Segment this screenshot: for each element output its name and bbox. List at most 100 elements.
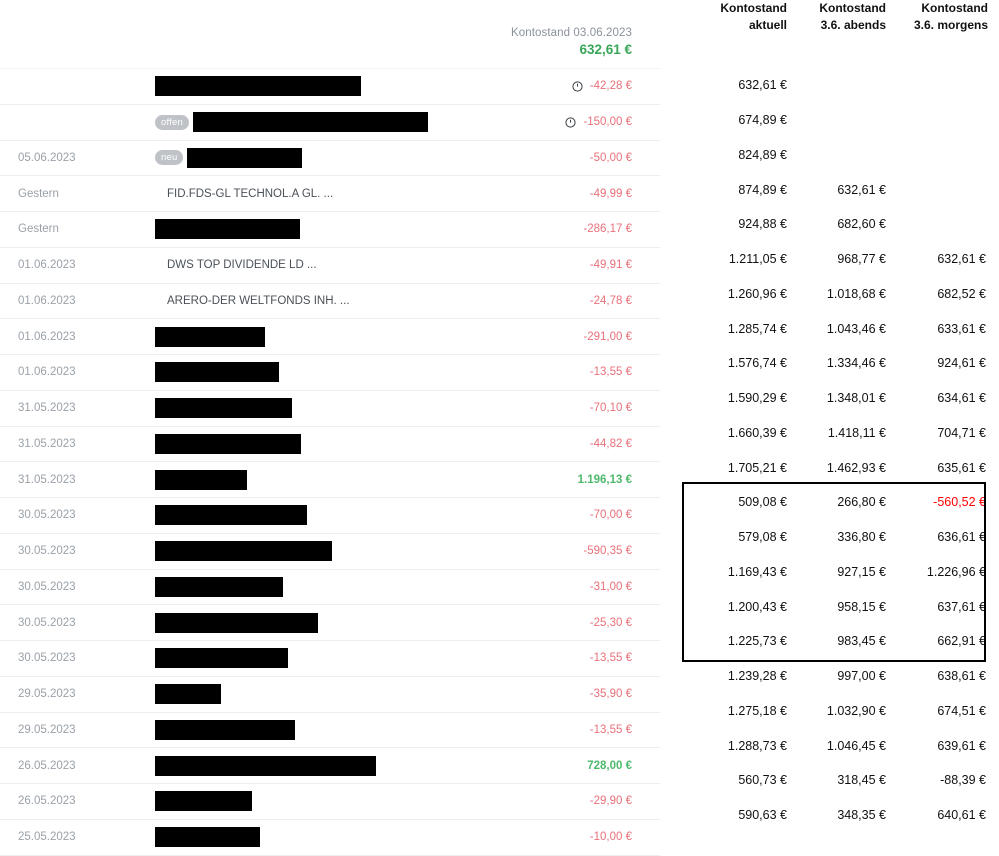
balance-current: 674,89 € (738, 113, 787, 128)
table-row[interactable]: 26.05.2023 728,00 € (0, 748, 660, 784)
transaction-description (155, 791, 252, 812)
transaction-rows: -42,28 € offen -150,00 € 05.06.2023 neu -50,0… (0, 68, 660, 856)
transaction-date: 31.05.2023 (18, 402, 76, 415)
table-row[interactable]: 01.06.2023 DWS TOP DIVIDENDE LD ... -49,91… (0, 248, 660, 284)
transaction-amount: -590,35 € (583, 545, 632, 558)
balance-current: 824,89 € (738, 147, 787, 162)
table-row[interactable]: 31.05.2023 -44,82 € (0, 427, 660, 463)
transaction-date: 26.05.2023 (18, 795, 76, 808)
transaction-date: 31.05.2023 (18, 437, 76, 450)
transaction-amount-cell: -31,00 € (590, 581, 632, 593)
transaction-amount-cell: -150,00 € (565, 116, 632, 128)
balance-current: 1.200,43 € (727, 599, 787, 614)
balance-row: 560,73 € 318,45 € -88,39 € (660, 763, 999, 798)
table-row[interactable]: -42,28 € (0, 68, 660, 105)
transaction-amount-cell: 728,00 € (587, 760, 632, 772)
table-row[interactable]: 05.06.2023 neu -50,00 € (0, 141, 660, 177)
table-row[interactable]: 31.05.2023 1.196,13 € (0, 462, 660, 498)
redacted-description-bar (155, 362, 279, 383)
transaction-amount-cell: -42,28 € (572, 80, 632, 92)
transaction-amount-cell: -70,10 € (590, 402, 632, 414)
transaction-date: 31.05.2023 (18, 473, 76, 486)
transaction-description (155, 469, 247, 490)
table-row[interactable]: 30.05.2023 -25,30 € (0, 605, 660, 641)
balance-evening: 632,61 € (837, 182, 886, 197)
transaction-amount-cell: -70,00 € (590, 509, 632, 521)
balance-columns-header: Kontostand aktuell Kontostand 3.6. abend… (660, 0, 999, 40)
transaction-description: offen (155, 112, 428, 133)
transaction-description (155, 76, 361, 97)
balance-evening: 997,00 € (837, 669, 886, 684)
balance-row: 874,89 € 632,61 € (660, 172, 999, 207)
column-header-kontostand-abends: Kontostand 3.6. abends (786, 0, 886, 33)
transaction-amount: -24,78 € (589, 294, 632, 307)
balance-morning: 635,61 € (937, 460, 986, 475)
table-row[interactable]: 26.05.2023 -29,90 € (0, 784, 660, 820)
table-row[interactable]: 29.05.2023 -13,55 € (0, 713, 660, 749)
table-row[interactable]: Gestern -286,17 € (0, 212, 660, 248)
balance-current: 1.285,74 € (727, 321, 787, 336)
balance-morning: 632,61 € (937, 252, 986, 267)
redacted-description-bar (155, 791, 252, 812)
transaction-date: 30.05.2023 (18, 652, 76, 665)
table-row[interactable]: 29.05.2023 -35,90 € (0, 677, 660, 713)
balance-row: 824,89 € (660, 138, 999, 173)
account-balance-summary: Kontostand 03.06.2023 632,61 € (511, 26, 632, 59)
balance-row: 1.200,43 € 958,15 € 637,61 € (660, 589, 999, 624)
redacted-description-bar (155, 612, 318, 633)
column-header-line2: aktuell (748, 17, 787, 32)
transaction-description (155, 326, 265, 347)
balance-rows: 632,61 € 674,89 € 824,89 € 874,89 € 632,61 €… (660, 68, 999, 833)
transaction-amount-cell: -35,90 € (590, 688, 632, 700)
transaction-amount-cell: -50,00 € (590, 152, 632, 164)
balance-date-label: Kontostand 03.06.2023 (510, 27, 632, 39)
table-row[interactable]: 30.05.2023 -31,00 € (0, 570, 660, 606)
balance-current: 1.660,39 € (727, 425, 787, 440)
balance-row: 1.275,18 € 1.032,90 € 674,51 € (660, 694, 999, 729)
transaction-description (155, 719, 295, 740)
balance-current: 924,88 € (738, 217, 787, 232)
transaction-amount-cell: -25,30 € (590, 617, 632, 629)
table-row[interactable]: 25.05.2023 -10,00 € (0, 820, 660, 856)
table-row[interactable]: 30.05.2023 -590,35 € (0, 534, 660, 570)
transaction-amount-cell: -10,00 € (590, 831, 632, 843)
status-badge-neu: neu (155, 150, 184, 166)
transaction-amount: -35,90 € (589, 688, 632, 701)
column-header-line1: Kontostand (720, 1, 787, 15)
redacted-description-bar (192, 112, 428, 133)
balance-evening: 336,80 € (837, 530, 886, 545)
table-row[interactable]: 01.06.2023 -291,00 € (0, 319, 660, 355)
balance-current: 1.211,05 € (728, 252, 787, 267)
transaction-amount-cell: -29,90 € (590, 795, 632, 807)
redacted-description-bar (155, 398, 292, 419)
balance-evening: 983,45 € (837, 634, 886, 649)
table-row[interactable]: 30.05.2023 -70,00 € (0, 498, 660, 534)
table-row[interactable]: 31.05.2023 -70,10 € (0, 391, 660, 427)
column-header-line1: Kontostand (819, 1, 886, 15)
balance-current: 1.169,43 € (727, 564, 787, 579)
transaction-amount: -42,28 € (589, 80, 632, 93)
transaction-date: 30.05.2023 (18, 616, 76, 629)
transaction-amount-cell: -24,78 € (590, 295, 632, 307)
redacted-description-bar (155, 684, 221, 705)
balance-row: 1.239,28 € 997,00 € 638,61 € (660, 659, 999, 694)
table-row[interactable]: 01.06.2023 -13,55 € (0, 355, 660, 391)
balance-morning: 1.226,96 € (926, 564, 986, 579)
table-row[interactable]: 30.05.2023 -13,55 € (0, 641, 660, 677)
transaction-date: 26.05.2023 (18, 759, 76, 772)
balance-morning: 636,61 € (937, 530, 986, 545)
table-row[interactable]: 01.06.2023 ARERO-DER WELTFONDS INH. ... -2… (0, 284, 660, 320)
balance-morning: 682,52 € (937, 286, 986, 301)
table-row[interactable]: offen -150,00 € (0, 105, 660, 141)
transaction-description: ARERO-DER WELTFONDS INH. ... (155, 291, 350, 311)
table-row[interactable]: Gestern FID.FDS-GL TECHNOL.A GL. ... -49,9… (0, 176, 660, 212)
balance-evening: 1.046,45 € (826, 738, 886, 753)
transaction-description (155, 219, 300, 240)
balance-row: 1.576,74 € 1.334,46 € 924,61 € (660, 346, 999, 381)
transaction-date: Gestern (18, 187, 59, 200)
redacted-description-bar (155, 326, 265, 347)
balance-current: 1.288,73 € (727, 738, 787, 753)
balance-current: 1.590,29 € (727, 391, 787, 406)
balance-current: 1.260,96 € (727, 286, 787, 301)
